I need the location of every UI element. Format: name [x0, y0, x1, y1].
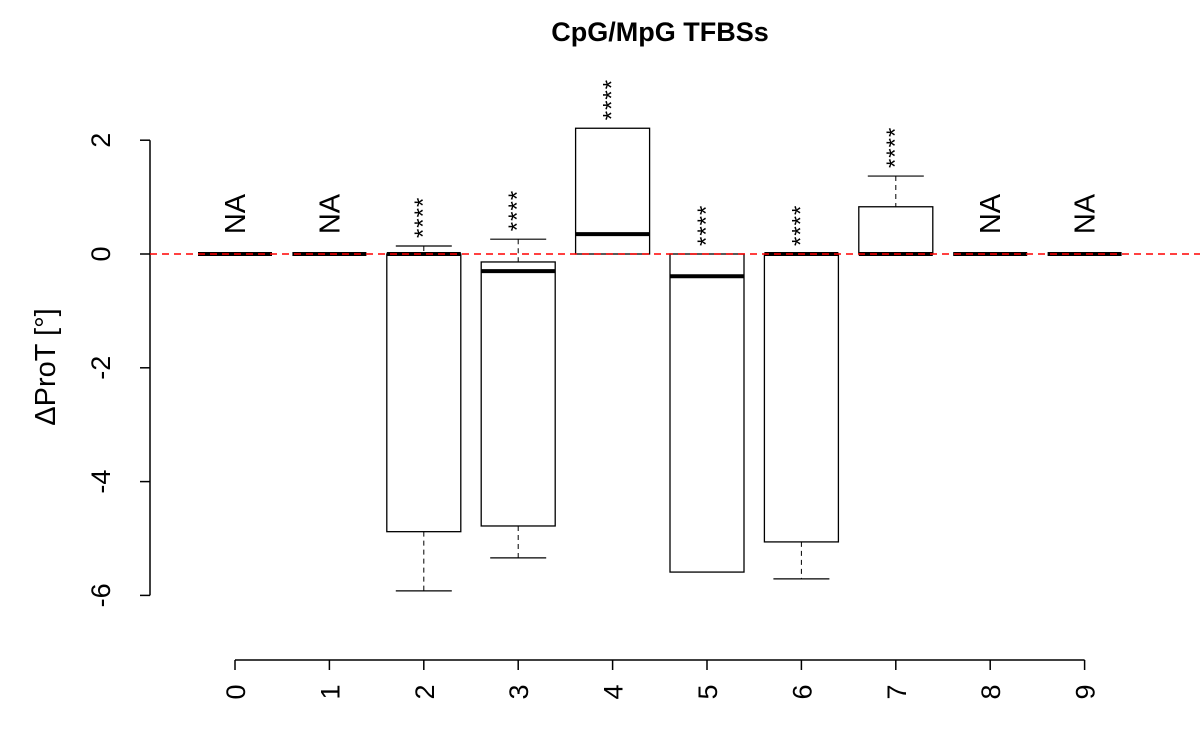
- y-tick-label: 0: [86, 246, 116, 261]
- x-tick-label: 6: [787, 684, 817, 699]
- significance-label: ****: [882, 127, 909, 168]
- x-tick-label: 1: [315, 684, 345, 699]
- y-axis-label: ΔProT [°]: [30, 308, 62, 425]
- x-tick-label: 3: [504, 684, 534, 699]
- y-tick-label: 2: [86, 133, 116, 148]
- box: [763, 253, 840, 543]
- na-label: NA: [975, 193, 1007, 234]
- significance-label: ****: [787, 205, 814, 246]
- x-tick-label: 7: [882, 684, 912, 699]
- na-label: NA: [314, 193, 346, 234]
- na-label: NA: [220, 193, 252, 234]
- na-label: NA: [1070, 193, 1102, 234]
- y-tick-label: -4: [86, 470, 116, 494]
- significance-label: ****: [410, 197, 437, 238]
- significance-label: ****: [693, 205, 720, 246]
- box: [480, 261, 556, 527]
- x-tick-label: 9: [1071, 684, 1101, 699]
- y-tick-label: -6: [86, 583, 116, 607]
- plot-area: 2 0 -2 -4 -6 0 1 2 3 4 5 6 7 8 9 NA NA **** **** **** **** **…: [86, 79, 1200, 700]
- significance-label: ****: [599, 79, 626, 120]
- box: [858, 206, 934, 255]
- y-tick-label: -2: [86, 356, 116, 380]
- x-tick-label: 2: [410, 684, 440, 699]
- box: [386, 253, 462, 533]
- x-tick-label: 8: [976, 684, 1006, 699]
- significance-label: ****: [504, 190, 531, 231]
- box: [669, 253, 745, 573]
- x-tick-label: 4: [599, 684, 629, 699]
- chart-title: CpG/MpG TFBSs: [551, 17, 769, 47]
- x-tick-label: 0: [221, 684, 251, 699]
- x-tick-label: 5: [693, 684, 723, 699]
